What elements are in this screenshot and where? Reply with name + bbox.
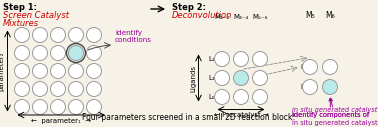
Circle shape: [87, 99, 102, 115]
Circle shape: [214, 52, 229, 67]
Text: M₆: M₆: [325, 11, 335, 20]
Text: M₁₋₂: M₁₋₂: [214, 14, 230, 20]
Circle shape: [68, 45, 84, 60]
Circle shape: [253, 52, 268, 67]
Text: identify components of
⁠⁠⁠in situ generated catalyst: identify components of ⁠⁠⁠in situ genera…: [292, 98, 378, 125]
Circle shape: [87, 64, 102, 78]
Circle shape: [87, 82, 102, 97]
Text: Mixtures: Mixtures: [3, 19, 39, 28]
Text: Four parameters screened in a small 2D reaction block!: Four parameters screened in a small 2D r…: [82, 113, 296, 122]
Circle shape: [33, 45, 48, 60]
Circle shape: [14, 82, 29, 97]
Circle shape: [33, 64, 48, 78]
Text: identify
conditions: identify conditions: [115, 29, 152, 43]
Text: Step 1:: Step 1:: [3, 3, 40, 12]
Circle shape: [214, 90, 229, 105]
Circle shape: [68, 82, 84, 97]
Text: L₃: L₃: [300, 64, 307, 70]
Circle shape: [302, 80, 318, 94]
Text: ←  parameter₁  →: ← parameter₁ →: [31, 118, 91, 124]
Circle shape: [87, 45, 102, 60]
Text: L₁₋₂: L₁₋₂: [208, 56, 221, 62]
Circle shape: [68, 28, 84, 43]
Circle shape: [14, 45, 29, 60]
Circle shape: [322, 60, 338, 75]
Text: L₄: L₄: [300, 84, 307, 90]
Circle shape: [68, 64, 84, 78]
Text: Step 2:: Step 2:: [172, 3, 209, 12]
Text: Screen Catalyst: Screen Catalyst: [3, 11, 69, 20]
Circle shape: [302, 60, 318, 75]
Circle shape: [214, 70, 229, 85]
Text: L₃₋₄: L₃₋₄: [208, 75, 221, 81]
Text: M₅: M₅: [305, 11, 315, 20]
Circle shape: [68, 99, 84, 115]
Text: in situ generated catalyst: in situ generated catalyst: [292, 107, 377, 113]
Circle shape: [253, 90, 268, 105]
Circle shape: [253, 70, 268, 85]
Circle shape: [51, 45, 65, 60]
Text: Deconvolution: Deconvolution: [172, 11, 232, 20]
Circle shape: [234, 70, 248, 85]
Circle shape: [234, 90, 248, 105]
Circle shape: [87, 28, 102, 43]
Circle shape: [51, 82, 65, 97]
Text: M₃₋₄: M₃₋₄: [233, 14, 249, 20]
Text: M₅₋₆: M₅₋₆: [252, 14, 268, 20]
Circle shape: [322, 80, 338, 94]
Text: Ligands: Ligands: [191, 65, 197, 91]
Circle shape: [51, 28, 65, 43]
Text: parameter₂: parameter₂: [0, 51, 5, 91]
Circle shape: [33, 28, 48, 43]
Text: ← Precatalyst →: ← Precatalyst →: [214, 112, 268, 117]
Circle shape: [51, 64, 65, 78]
Circle shape: [33, 99, 48, 115]
Text: L₅₋₆: L₅₋₆: [208, 94, 222, 100]
Circle shape: [14, 64, 29, 78]
Circle shape: [14, 28, 29, 43]
Text: identify components of: identify components of: [292, 98, 369, 118]
Circle shape: [51, 99, 65, 115]
Circle shape: [14, 99, 29, 115]
Circle shape: [33, 82, 48, 97]
Circle shape: [234, 52, 248, 67]
